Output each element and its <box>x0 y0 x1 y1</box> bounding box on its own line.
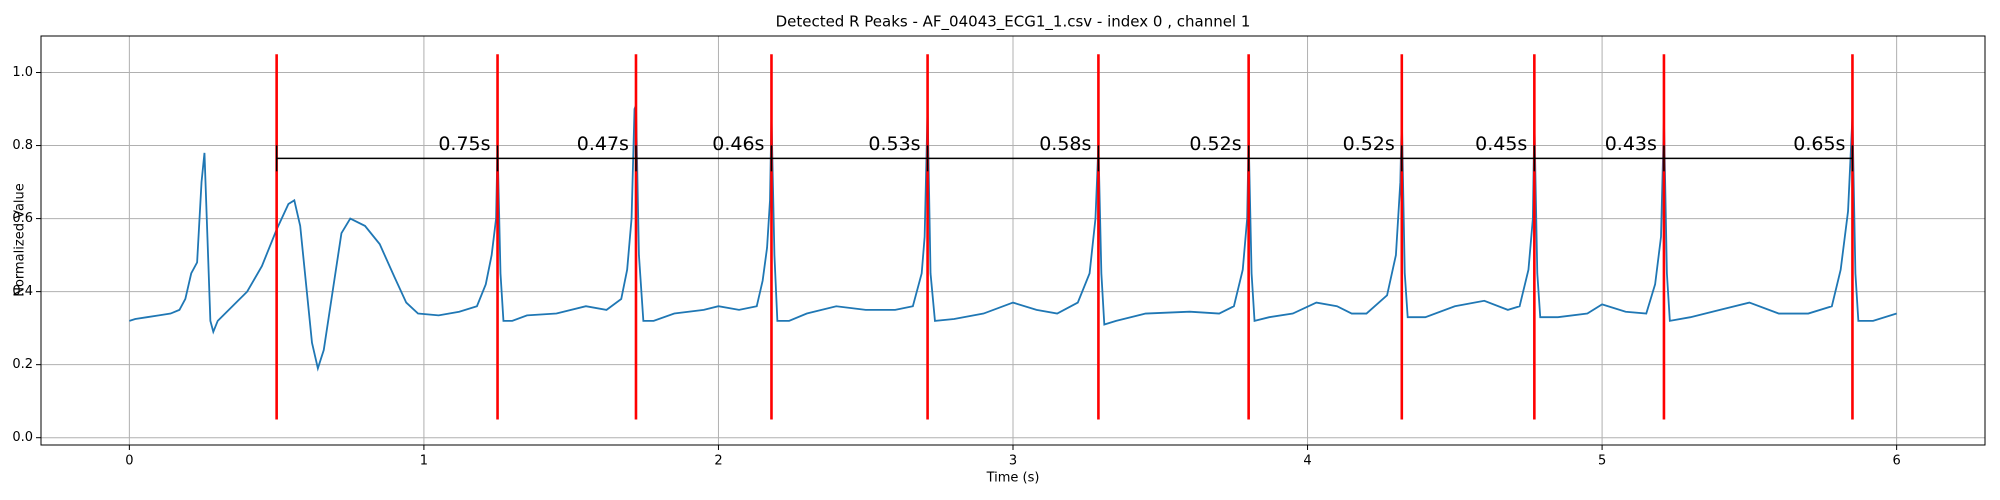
x-tick-label: 2 <box>714 454 722 469</box>
interval-label: 0.47s <box>577 133 629 155</box>
x-tick-label: 6 <box>1892 454 1900 469</box>
plot-frame <box>40 35 1986 446</box>
interval-label: 0.52s <box>1343 133 1395 155</box>
interval-label: 0.52s <box>1189 133 1241 155</box>
x-tick-label: 4 <box>1303 454 1311 469</box>
interval-label: 0.43s <box>1605 133 1657 155</box>
interval-label: 0.46s <box>712 133 764 155</box>
x-axis-label: Time (s) <box>986 471 1040 486</box>
y-tick-label: 1.0 <box>12 65 33 80</box>
interval-label: 0.75s <box>438 133 490 155</box>
y-axis-label: Normalized Value <box>13 183 28 297</box>
y-tick-label: 0.8 <box>12 138 33 153</box>
x-tick-label: 0 <box>125 454 133 469</box>
y-tick-label: 0.0 <box>12 430 33 445</box>
interval-label: 0.53s <box>868 133 920 155</box>
x-tick-label: 3 <box>1009 454 1017 469</box>
interval-label: 0.65s <box>1793 133 1845 155</box>
ecg-line <box>129 105 1897 372</box>
x-tick-label: 5 <box>1598 454 1606 469</box>
y-tick-label: 0.2 <box>12 357 33 372</box>
interval-label: 0.45s <box>1475 133 1527 155</box>
x-tick-label: 1 <box>420 454 428 469</box>
interval-label: 0.58s <box>1039 133 1091 155</box>
y-tick-label: 0.6 <box>12 211 33 226</box>
chart-title: Detected R Peaks - AF_04043_ECG1_1.csv -… <box>776 13 1251 32</box>
y-tick-label: 0.4 <box>12 284 33 299</box>
